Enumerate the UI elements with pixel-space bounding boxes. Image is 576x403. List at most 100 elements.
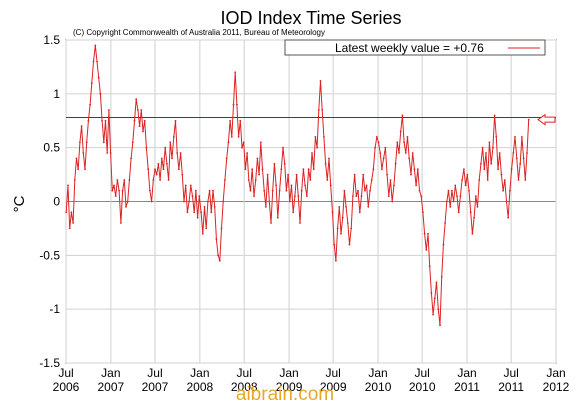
data-point xyxy=(176,152,179,154)
x-tick-month: Jul xyxy=(503,366,518,380)
data-point xyxy=(210,211,213,214)
data-point xyxy=(432,313,434,316)
data-point xyxy=(485,152,487,154)
latest-value-arrow-icon xyxy=(537,113,556,126)
data-point xyxy=(203,206,206,208)
data-point xyxy=(526,152,528,154)
x-tick-year: 2009 xyxy=(276,380,303,394)
data-point xyxy=(224,179,226,181)
data-point xyxy=(184,184,187,187)
data-point xyxy=(423,232,426,235)
data-point xyxy=(435,281,438,284)
data-point xyxy=(408,157,411,160)
legend: Latest weekly value = +0.76 xyxy=(284,39,546,56)
data-point xyxy=(220,227,223,230)
copyright-notice: (C) Copyright Commonwealth of Australia … xyxy=(73,28,325,37)
data-point xyxy=(196,216,199,219)
data-point xyxy=(297,195,300,198)
data-point xyxy=(439,324,441,327)
data-point xyxy=(85,141,88,144)
data-point xyxy=(109,152,112,154)
data-point xyxy=(102,141,105,144)
data-point xyxy=(242,141,245,144)
data-point xyxy=(469,211,472,214)
data-point xyxy=(160,157,163,160)
data-point xyxy=(324,162,327,165)
data-point xyxy=(302,168,305,171)
data-point xyxy=(90,82,93,84)
data-point xyxy=(427,232,429,235)
data-point xyxy=(474,195,477,198)
data-point xyxy=(381,168,383,171)
data-point xyxy=(213,206,216,208)
data-point xyxy=(457,211,460,214)
data-point xyxy=(72,222,74,224)
data-point xyxy=(353,173,356,176)
data-point xyxy=(346,222,349,224)
data-point xyxy=(391,200,394,203)
data-point xyxy=(498,152,501,154)
data-point xyxy=(502,189,504,192)
data-point xyxy=(336,227,339,230)
data-point xyxy=(271,189,274,192)
x-tick-year: 2007 xyxy=(142,380,169,394)
data-point xyxy=(333,243,336,246)
y-tick-label: -1.5 xyxy=(39,356,60,370)
data-point xyxy=(84,168,86,171)
data-point xyxy=(428,265,431,267)
data-point xyxy=(399,130,402,133)
data-point xyxy=(164,146,167,149)
data-point xyxy=(488,141,491,144)
x-tick-year: 2011 xyxy=(454,380,480,394)
data-point xyxy=(266,173,269,176)
data-point xyxy=(365,184,368,187)
series-points xyxy=(65,44,530,327)
data-point xyxy=(104,119,107,122)
data-point xyxy=(265,206,267,208)
data-point xyxy=(114,195,117,198)
data-point xyxy=(135,98,138,101)
data-point xyxy=(473,216,475,219)
data-point xyxy=(131,141,134,144)
x-tick-year: 2012 xyxy=(543,380,570,394)
data-point xyxy=(283,162,286,165)
data-point xyxy=(145,146,148,149)
data-point xyxy=(227,141,230,144)
data-point xyxy=(232,103,235,106)
data-point xyxy=(263,189,266,192)
data-point xyxy=(451,189,453,192)
data-point xyxy=(495,136,498,138)
data-point xyxy=(411,152,414,154)
data-point xyxy=(524,179,527,181)
chart-title: IOD Index Time Series xyxy=(220,8,401,28)
data-point xyxy=(338,206,341,208)
data-point xyxy=(500,173,503,176)
data-point xyxy=(422,211,424,214)
data-point xyxy=(442,243,445,246)
data-point xyxy=(447,189,450,192)
data-point xyxy=(503,179,506,181)
data-point xyxy=(73,179,76,181)
data-point xyxy=(497,168,499,171)
data-point xyxy=(82,152,85,154)
legend-box xyxy=(284,39,546,56)
data-point xyxy=(178,168,180,171)
data-point xyxy=(96,60,98,63)
x-tick-year: 2008 xyxy=(186,380,213,394)
data-point xyxy=(287,173,289,176)
data-point xyxy=(166,162,168,165)
data-point xyxy=(201,232,204,235)
data-point xyxy=(128,179,131,181)
data-point xyxy=(111,189,114,192)
legend-label: Latest weekly value = +0.76 xyxy=(335,41,484,55)
data-point xyxy=(121,189,124,192)
data-point xyxy=(200,211,203,214)
data-point xyxy=(386,173,388,176)
data-point xyxy=(406,136,409,138)
data-point xyxy=(522,157,525,160)
data-point xyxy=(480,162,482,165)
x-tick-month: Jul xyxy=(326,366,341,380)
data-point xyxy=(133,119,136,122)
data-point xyxy=(191,195,194,198)
data-point xyxy=(461,179,463,181)
